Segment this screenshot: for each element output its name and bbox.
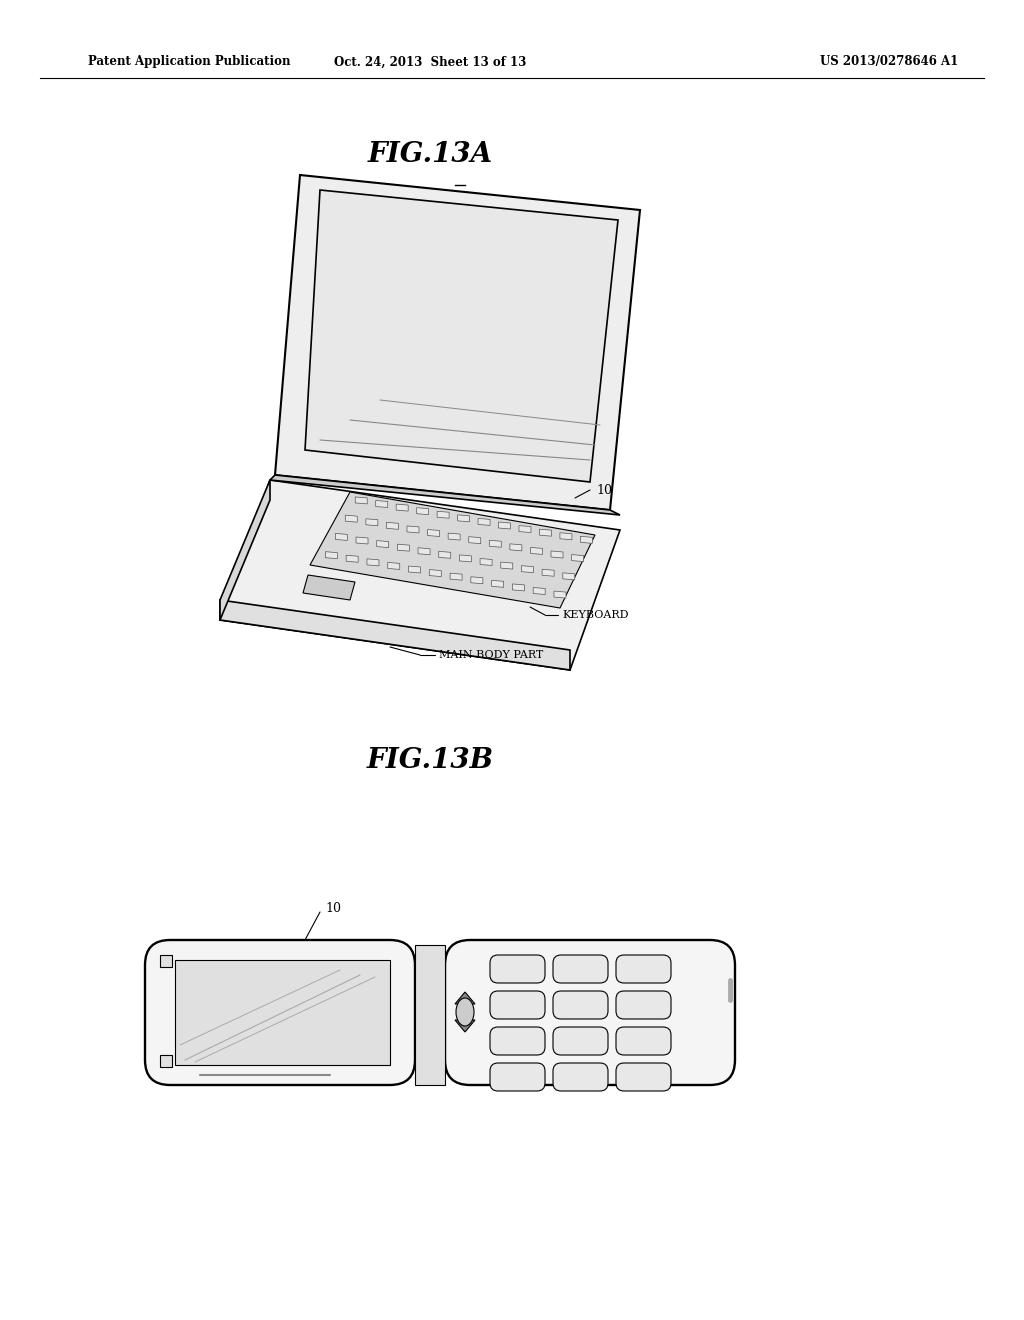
Polygon shape [388,562,399,569]
FancyBboxPatch shape [490,1063,545,1092]
Polygon shape [326,552,337,558]
Polygon shape [534,587,545,594]
Polygon shape [415,945,445,1085]
Polygon shape [407,525,419,533]
Polygon shape [512,583,524,591]
Polygon shape [437,511,450,519]
FancyBboxPatch shape [490,1027,545,1055]
Polygon shape [489,540,502,548]
Polygon shape [397,544,410,552]
Text: KEYBOARD: KEYBOARD [562,610,629,620]
Polygon shape [396,504,409,511]
Text: Patent Application Publication: Patent Application Publication [88,55,291,69]
Polygon shape [519,525,531,532]
Bar [160,1055,172,1067]
Polygon shape [418,548,430,554]
Polygon shape [303,576,355,601]
Polygon shape [377,541,389,548]
FancyBboxPatch shape [490,954,545,983]
Polygon shape [469,537,480,544]
Text: Oct. 24, 2013  Sheet 13 of 13: Oct. 24, 2013 Sheet 13 of 13 [334,55,526,69]
Polygon shape [345,515,357,523]
Polygon shape [542,569,554,577]
FancyBboxPatch shape [553,1027,608,1055]
Polygon shape [220,480,270,620]
Polygon shape [429,570,441,577]
Text: US 2013/0278646 A1: US 2013/0278646 A1 [820,55,958,69]
Polygon shape [471,577,483,583]
FancyBboxPatch shape [490,991,545,1019]
Polygon shape [409,566,421,573]
Polygon shape [275,176,640,510]
Polygon shape [451,573,462,581]
FancyBboxPatch shape [616,954,671,983]
Polygon shape [455,1020,475,1032]
Text: FIG.13B: FIG.13B [367,747,494,774]
Polygon shape [560,533,572,540]
Polygon shape [460,554,471,562]
Polygon shape [305,190,618,482]
Polygon shape [386,523,398,529]
Polygon shape [510,544,522,550]
Polygon shape [366,519,378,525]
Polygon shape [417,508,429,515]
Polygon shape [220,601,570,671]
Polygon shape [530,548,543,554]
Polygon shape [458,515,470,521]
Polygon shape [581,536,593,544]
Polygon shape [551,550,563,558]
Polygon shape [438,552,451,558]
FancyBboxPatch shape [553,991,608,1019]
Polygon shape [499,521,511,529]
Polygon shape [492,581,504,587]
Polygon shape [355,496,368,504]
Text: FIG.13A: FIG.13A [368,141,493,169]
Polygon shape [220,480,620,671]
Ellipse shape [456,998,474,1026]
Polygon shape [501,562,513,569]
Polygon shape [478,519,490,525]
Polygon shape [480,558,493,565]
Polygon shape [540,529,552,536]
FancyBboxPatch shape [616,1063,671,1092]
Polygon shape [335,533,347,540]
Polygon shape [428,529,439,536]
Text: 10: 10 [596,483,612,496]
Polygon shape [563,573,574,579]
Polygon shape [449,533,460,540]
FancyBboxPatch shape [553,954,608,983]
Polygon shape [310,492,595,609]
FancyBboxPatch shape [145,940,415,1085]
FancyBboxPatch shape [616,991,671,1019]
Text: 10: 10 [325,902,341,915]
Polygon shape [376,500,388,507]
FancyBboxPatch shape [445,940,735,1085]
Polygon shape [554,591,566,598]
FancyBboxPatch shape [553,1063,608,1092]
Text: MAIN BODY PART: MAIN BODY PART [439,649,544,660]
Polygon shape [356,537,368,544]
FancyBboxPatch shape [616,1027,671,1055]
Polygon shape [455,993,475,1005]
Polygon shape [367,558,379,566]
Polygon shape [571,554,584,561]
Polygon shape [175,960,390,1065]
Polygon shape [346,556,358,562]
Polygon shape [521,566,534,573]
Polygon shape [270,475,620,515]
Bar [160,954,172,968]
